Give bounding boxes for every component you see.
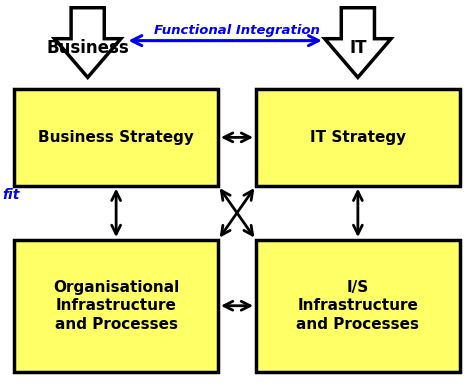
Text: IT: IT	[349, 39, 366, 57]
FancyBboxPatch shape	[14, 89, 218, 186]
FancyBboxPatch shape	[14, 240, 218, 372]
Text: Organisational
Infrastructure
and Processes: Organisational Infrastructure and Proces…	[53, 280, 179, 332]
Text: Business Strategy: Business Strategy	[38, 130, 194, 145]
Polygon shape	[55, 8, 121, 77]
Text: Business: Business	[46, 39, 129, 57]
Text: IT Strategy: IT Strategy	[310, 130, 406, 145]
Text: fit: fit	[2, 188, 20, 202]
Text: Functional Integration: Functional Integration	[154, 24, 320, 37]
Polygon shape	[325, 8, 391, 77]
FancyBboxPatch shape	[256, 240, 460, 372]
FancyBboxPatch shape	[256, 89, 460, 186]
Text: I/S
Infrastructure
and Processes: I/S Infrastructure and Processes	[296, 280, 419, 332]
